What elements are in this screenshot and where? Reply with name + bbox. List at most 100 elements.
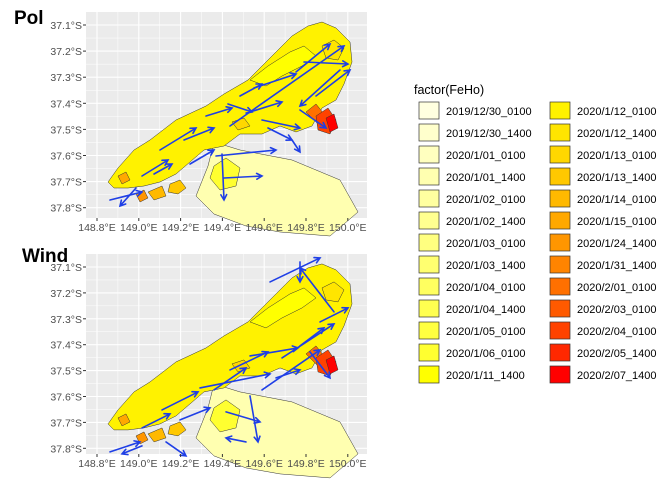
wind-arrow [253, 72, 298, 89]
legend-item: 2020/1/15_0100 [549, 211, 657, 230]
y-axis-ticks: 37.1°S 37.2°S 37.3°S 37.4°S 37.5°S 37.6°S 37.7… [50, 262, 86, 455]
legend-swatch [549, 277, 571, 296]
wind-vector-arrows [109, 42, 352, 208]
x-tick-label: 148.8°E [78, 458, 115, 470]
wind-arrow [118, 187, 137, 208]
legend-item: 2020/1/04_1400 [418, 299, 526, 318]
y-tick-label: 37.7°S [50, 177, 82, 189]
legend-label: 2020/1/04_0100 [446, 282, 526, 294]
y-tick-label: 37.8°S [50, 203, 82, 215]
legend-label: 2020/2/05_1400 [577, 348, 657, 360]
legend-item: 2020/1/02_1400 [418, 211, 526, 230]
wind-arrow [261, 348, 322, 391]
legend-label: 2020/1/12_1400 [577, 128, 657, 140]
legend-label: 2020/1/14_0100 [577, 194, 657, 206]
fire-region-shapes [107, 263, 359, 479]
legend-label: 2020/2/01_0100 [577, 282, 657, 294]
legend-item: 2020/2/05_1400 [549, 343, 657, 362]
legend-swatch [549, 123, 571, 142]
wind-arrow [319, 306, 350, 323]
wind-arrow [141, 412, 172, 429]
legend-label: 2020/1/06_0100 [446, 348, 526, 360]
legend-label: 2020/1/01_0100 [446, 150, 526, 162]
y-tick-label: 37.7°S [50, 417, 82, 429]
x-axis-ticks: 148.8°E 149.0°E 149.2°E 149.4°E 149.6°E 149.8… [78, 454, 367, 470]
legend-label: 2020/1/13_0100 [577, 150, 657, 162]
wind-arrow [159, 127, 198, 151]
legend-swatch [549, 255, 571, 274]
wind-arrow [303, 60, 350, 68]
fire-area-polygon [167, 421, 187, 437]
x-tick-label: 149.2°E [162, 222, 199, 234]
legend-item: 2020/1/14_0100 [549, 189, 657, 208]
x-tick-label: 149.0°E [120, 458, 157, 470]
legend-item: 2020/1/31_1400 [549, 255, 657, 274]
legend-swatch [418, 365, 440, 384]
legend-swatch [549, 365, 571, 384]
y-tick-label: 37.6°S [50, 151, 82, 163]
legend-label: 2020/1/04_1400 [446, 304, 526, 316]
legend-item: 2020/1/06_0100 [418, 343, 526, 362]
x-tick-label: 149.6°E [245, 458, 282, 470]
wind-arrow [223, 172, 264, 180]
wind-arrow [215, 146, 278, 157]
fire-area-polygon [209, 399, 241, 433]
wind-arrow [249, 395, 261, 444]
fire-area-polygon [117, 413, 131, 427]
legend-item: 2020/1/03_1400 [418, 255, 526, 274]
legend: factor(FeHo) 2019/12/30_0100 2019/12/30_1… [414, 83, 657, 384]
wind-arrow [179, 406, 212, 421]
legend-item: 2020/2/03_0100 [549, 299, 657, 318]
legend-label: 2020/2/07_1400 [577, 370, 657, 382]
x-tick-label: 149.0°E [120, 222, 157, 234]
wind-arrow [261, 119, 302, 131]
y-tick-label: 37.3°S [50, 314, 82, 326]
wind-arrow [299, 109, 328, 129]
legend-swatch [418, 145, 440, 164]
wind-arrow [199, 371, 272, 389]
legend-label: 2020/1/24_1400 [577, 238, 657, 250]
y-tick-label: 37.1°S [50, 262, 82, 274]
y-tick-label: 37.2°S [50, 46, 82, 58]
fire-area-polygon [147, 185, 167, 201]
legend-swatch [549, 321, 571, 340]
wind-arrow [120, 445, 143, 456]
wind-arrow [183, 126, 216, 141]
fire-area-polygon [117, 171, 131, 185]
fire-area-polygon [321, 281, 345, 303]
legend-item: 2020/1/24_1400 [549, 233, 657, 252]
y-tick-label: 37.2°S [50, 288, 82, 300]
wind-arrow [275, 368, 302, 379]
legend-label: 2020/1/12_0100 [577, 106, 657, 118]
y-tick-label: 37.4°S [50, 98, 82, 110]
panel-title: Pol [14, 8, 44, 29]
legend-label: 2020/2/03_0100 [577, 304, 657, 316]
legend-item: 2020/1/13_1400 [549, 167, 657, 186]
x-tick-label: 150.0°E [329, 458, 366, 470]
wind-arrow [291, 139, 301, 154]
x-tick-label: 149.8°E [287, 458, 324, 470]
wind-arrow [189, 149, 216, 165]
x-tick-label: 149.6°E [245, 222, 282, 234]
wind-arrow [229, 350, 270, 371]
wind-arrow [109, 440, 142, 453]
legend-swatch [418, 123, 440, 142]
x-axis-ticks: 148.8°E 149.0°E 149.2°E 149.4°E 149.6°E 149.8… [78, 218, 367, 234]
legend-item: 2019/12/30_0100 [418, 101, 532, 120]
legend-item: 2020/2/04_0100 [549, 321, 657, 340]
legend-label: 2020/1/11_1400 [446, 370, 525, 382]
legend-swatch [549, 167, 571, 186]
wind-vector-arrows [109, 256, 350, 457]
wind-arrow [165, 441, 188, 457]
y-axis-ticks: 37.1°S 37.2°S 37.3°S 37.4°S 37.5°S 37.6°S 37.7… [50, 20, 86, 215]
legend-swatch [549, 145, 571, 164]
legend-item: 2020/1/01_1400 [418, 167, 526, 186]
y-tick-label: 37.8°S [50, 443, 82, 455]
y-tick-label: 37.3°S [50, 72, 82, 84]
legend-items: 2019/12/30_0100 2019/12/30_1400 2020/1/01_… [418, 101, 657, 384]
legend-swatch [418, 255, 440, 274]
legend-swatch [549, 343, 571, 362]
fire-area-polygon [147, 427, 167, 443]
legend-swatch [418, 299, 440, 318]
